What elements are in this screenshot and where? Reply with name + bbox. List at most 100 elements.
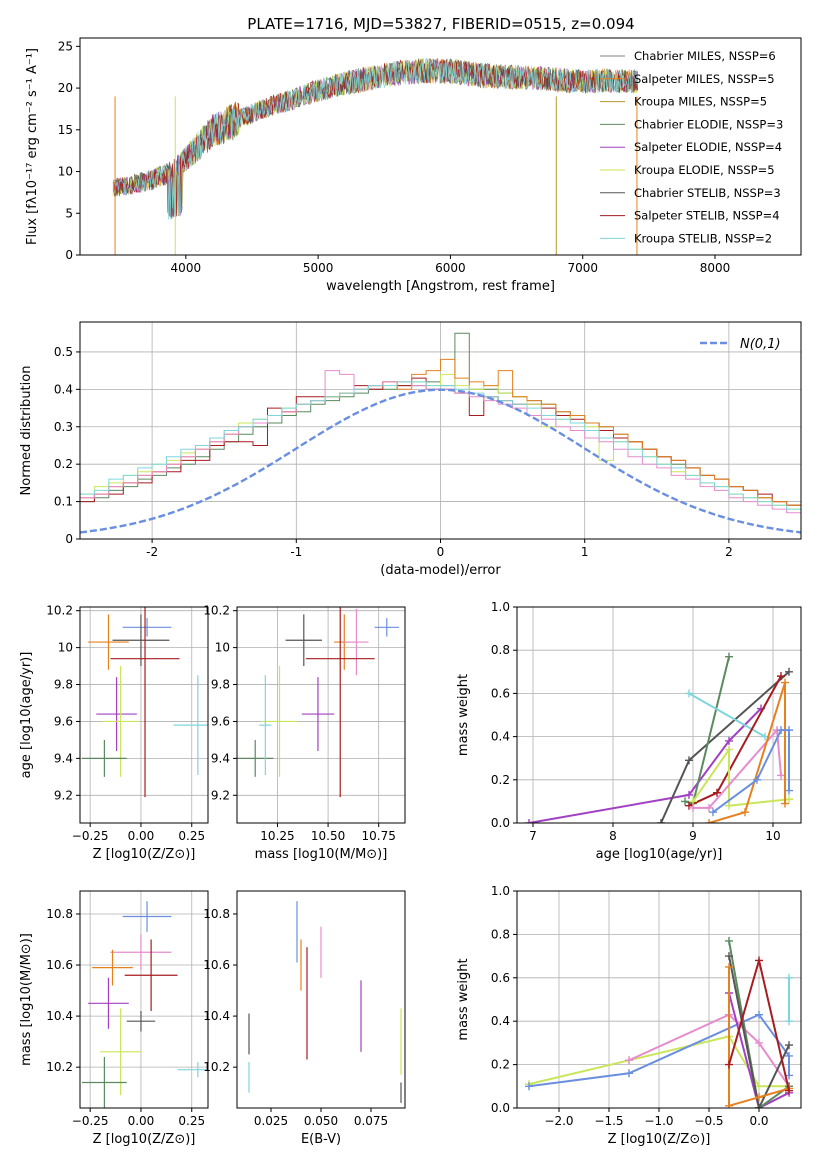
x-tick-label: −2.0 — [544, 1114, 573, 1128]
x-tick-label: 5000 — [303, 261, 334, 275]
y-tick-label: 0.4 — [491, 1014, 510, 1028]
weight-marker — [685, 689, 693, 698]
weight-marker — [781, 799, 789, 808]
weight-marker — [755, 1104, 763, 1108]
y-tick-label: 1.0 — [491, 884, 510, 898]
y-tick-label: 0.8 — [491, 927, 510, 941]
y-tick-label: 10.2 — [46, 1060, 73, 1074]
y-tick-label: 25 — [58, 39, 73, 53]
y-tick-label: 15 — [58, 123, 73, 137]
weight-marker — [785, 667, 793, 676]
y-tick-label: 0 — [65, 248, 73, 262]
weight-marker — [625, 1069, 633, 1078]
y-axis-label: mass weight — [456, 674, 471, 756]
x-tick-label: −0.25 — [72, 1114, 109, 1128]
x-axis-label: mass [log10(M/M⊙)] — [255, 847, 388, 862]
x-tick-label: 10.25 — [260, 829, 294, 843]
x-tick-label: 10.50 — [311, 829, 345, 843]
y-tick-label: 0.2 — [54, 457, 73, 471]
weight-line — [728, 967, 790, 1108]
x-tick-label: -2 — [146, 545, 158, 559]
plot-massebv: 0.025 0.050 0.075 10.2 10.4 10.6 10.8 E(B-V) — [203, 890, 406, 1147]
y-tick-label: 0.6 — [491, 971, 510, 985]
y-tick-label: 10.2 — [203, 604, 230, 618]
histogram-step — [80, 370, 801, 518]
weight-line — [693, 727, 782, 809]
y-tick-label: 10.8 — [46, 907, 73, 921]
axes-frame — [236, 890, 406, 1109]
x-axis-label: Z [log10(Z/Z⊙)] — [93, 1132, 196, 1147]
weight-marker — [781, 678, 789, 687]
y-tick-label: 0.1 — [54, 495, 73, 509]
y-axis-label: mass [log10(M/M⊙)] — [19, 933, 34, 1066]
figure-title: PLATE=1716, MJD=53827, FIBERID=0515, z=0… — [247, 15, 634, 33]
weight-marker — [785, 726, 793, 735]
weight-marker — [725, 952, 733, 961]
x-tick-label: 0.025 — [254, 1114, 288, 1128]
y-tick-label: 10.8 — [203, 907, 230, 921]
axes-frame — [79, 606, 209, 824]
plot-area-wz — [525, 936, 793, 1108]
plot-area-hist — [80, 332, 801, 534]
weight-marker — [785, 1086, 793, 1095]
plot-area-agez — [82, 607, 208, 798]
y-tick-label: 9.4 — [54, 751, 73, 765]
plot-agemass: 10.25 10.50 10.75 9.2 9.4 9.6 9.8 10 10.2 mass [l… — [203, 604, 406, 862]
weight-marker — [785, 786, 793, 795]
y-tick-label: 1.0 — [491, 600, 510, 614]
y-tick-label: 10.6 — [46, 958, 73, 972]
weight-marker — [685, 756, 693, 765]
weight-marker — [709, 808, 717, 817]
x-tick-label: -1 — [290, 545, 302, 559]
y-tick-label: 0.0 — [491, 816, 510, 830]
weight-line — [728, 955, 790, 1108]
weight-line — [728, 940, 790, 1108]
x-axis-label: age [log10(age/yr)] — [596, 847, 723, 862]
weight-marker — [777, 726, 785, 735]
x-tick-label: 4000 — [171, 261, 202, 275]
y-axis-label: Flux [fλ10⁻¹⁷ erg cm⁻² s⁻¹ A⁻¹] — [25, 48, 40, 245]
x-tick-label: −1.0 — [644, 1114, 673, 1128]
legend-label: Salpeter STELIB, NSSP=4 — [634, 209, 780, 223]
weight-marker — [785, 795, 793, 804]
x-tick-label: 6000 — [435, 261, 466, 275]
y-tick-label: 0.6 — [491, 686, 510, 700]
y-tick-label: 0.5 — [54, 345, 73, 359]
weight-marker — [705, 803, 713, 812]
x-tick-label: 0.25 — [178, 1114, 205, 1128]
x-tick-label: 8 — [609, 829, 617, 843]
gaussian-curve — [80, 388, 801, 534]
weight-line — [708, 682, 786, 823]
weight-marker — [725, 801, 733, 810]
y-tick-label: 10.2 — [203, 1060, 230, 1074]
legend-label: Chabrier ELODIE, NSSP=3 — [634, 117, 783, 131]
axes-frame — [79, 890, 209, 1109]
weight-marker — [755, 1038, 763, 1047]
x-tick-label: 0.050 — [304, 1114, 338, 1128]
y-tick-label: 0.2 — [491, 773, 510, 787]
y-tick-label: 9.2 — [54, 788, 73, 802]
y-axis-label: mass weight — [456, 958, 471, 1040]
weight-marker — [755, 1010, 763, 1019]
plot-area-spectrum — [112, 57, 639, 255]
weight-marker — [657, 819, 665, 823]
y-tick-label: 9.6 — [54, 714, 73, 728]
weight-marker — [685, 790, 693, 799]
weight-marker — [755, 1082, 763, 1091]
x-tick-label: 10 — [765, 829, 780, 843]
x-tick-label: 0.0 — [749, 1114, 768, 1128]
weight-marker — [625, 1056, 633, 1065]
y-tick-label: 10.4 — [46, 1009, 73, 1023]
legend-label: N(0,1) — [740, 337, 781, 352]
weight-marker — [725, 1101, 733, 1108]
plot-wage: 7 8 9 10 0.0 0.2 0.4 0.6 0.8 1.0 age [log10(age/yr… — [456, 600, 802, 862]
weight-marker — [785, 1051, 793, 1060]
x-tick-label: 0.00 — [128, 829, 155, 843]
plot-area-massebv — [248, 901, 402, 1103]
legend-label: Kroupa MILES, NSSP=5 — [634, 95, 767, 109]
plot-wz: −2.0 −1.5 −1.0 −0.5 0.0 0.0 0.2 0.4 0.6 0.8 1.0 Z [… — [456, 884, 802, 1147]
x-tick-label: 9 — [689, 829, 697, 843]
y-tick-label: 0.4 — [54, 382, 73, 396]
weight-marker — [713, 788, 721, 797]
x-axis-label: Z [log10(Z/Z⊙)] — [93, 847, 196, 862]
